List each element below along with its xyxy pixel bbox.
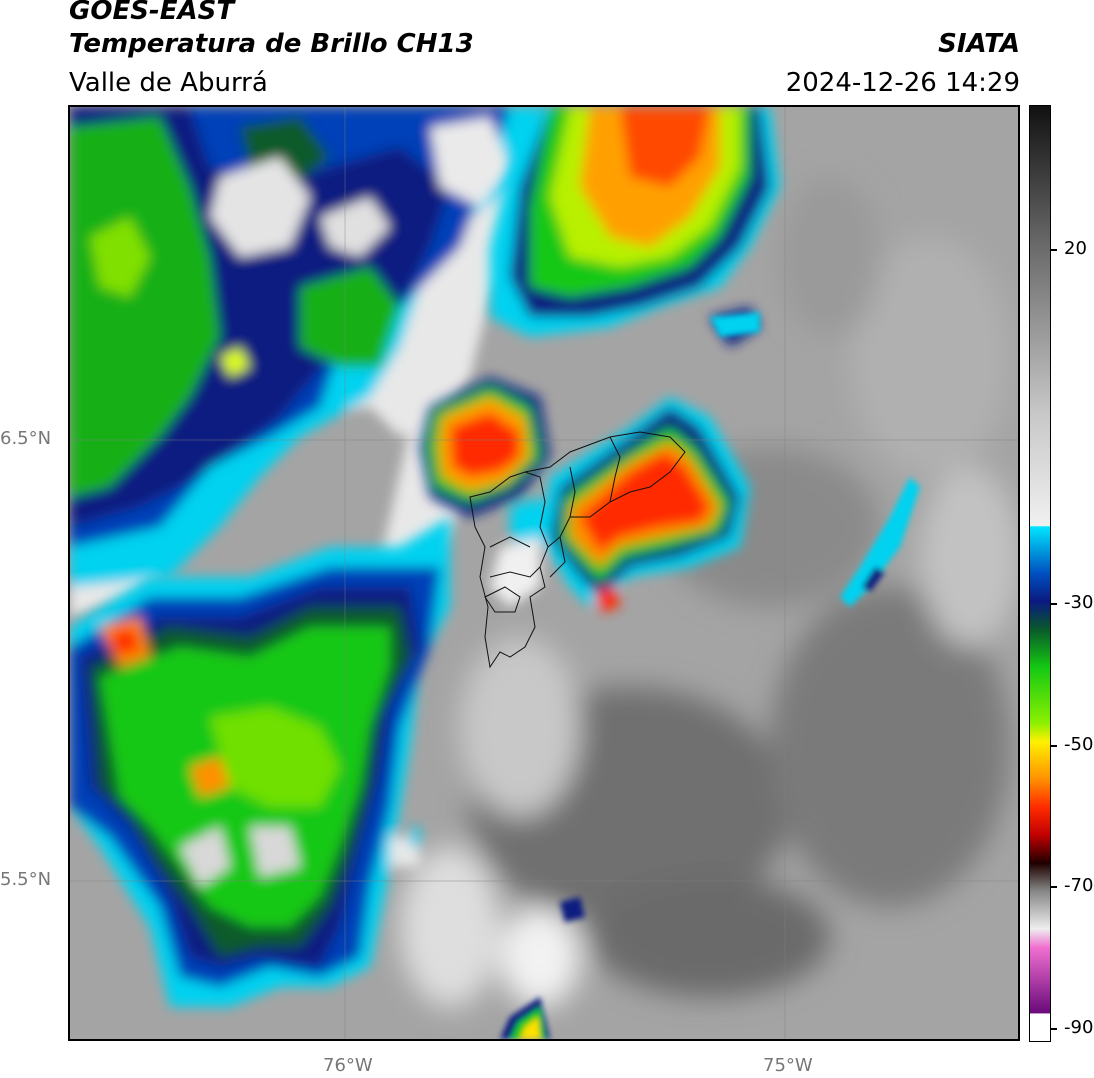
lat-label-6-5: 6.5°N [0, 428, 52, 449]
colorbar-label-minus30: -30 [1064, 592, 1094, 613]
colorbar [1029, 105, 1051, 1042]
colorbar-tick [1051, 745, 1057, 747]
brightness-temperature-field [70, 107, 1018, 1039]
lon-label-75w: 75°W [763, 1055, 813, 1076]
southwest-cloud-complex [70, 517, 450, 1007]
central-convective-cells [420, 377, 750, 612]
colorbar-tick [1051, 249, 1057, 251]
colorbar-tick [1051, 1028, 1057, 1030]
satellite-map [68, 105, 1020, 1041]
western-cloud-mass [70, 107, 550, 617]
datetime-label: 2024-12-26 14:29 [785, 68, 1020, 98]
clear-sky-texture [400, 177, 1018, 1007]
eastern-cloud-band [710, 312, 920, 607]
valle-de-aburra-boundaries [469, 431, 686, 669]
satellite-title: GOES-EAST [69, 0, 235, 26]
colorbar-tick [1051, 886, 1057, 888]
colorbar-label-20: 20 [1064, 238, 1087, 259]
colorbar-label-minus70: -70 [1064, 875, 1094, 896]
north-convective-cell [490, 107, 780, 347]
region-subtitle: Valle de Aburrá [69, 68, 268, 98]
south-cells [500, 897, 585, 1039]
lat-label-5-5: 5.5°N [0, 869, 52, 890]
product-title: Temperatura de Brillo CH13 [69, 29, 474, 59]
lon-label-76w: 76°W [323, 1055, 373, 1076]
colorbar-tick [1051, 603, 1057, 605]
organization-label: SIATA [938, 29, 1020, 59]
colorbar-label-minus90: -90 [1064, 1017, 1094, 1038]
colorbar-label-minus50: -50 [1064, 734, 1094, 755]
